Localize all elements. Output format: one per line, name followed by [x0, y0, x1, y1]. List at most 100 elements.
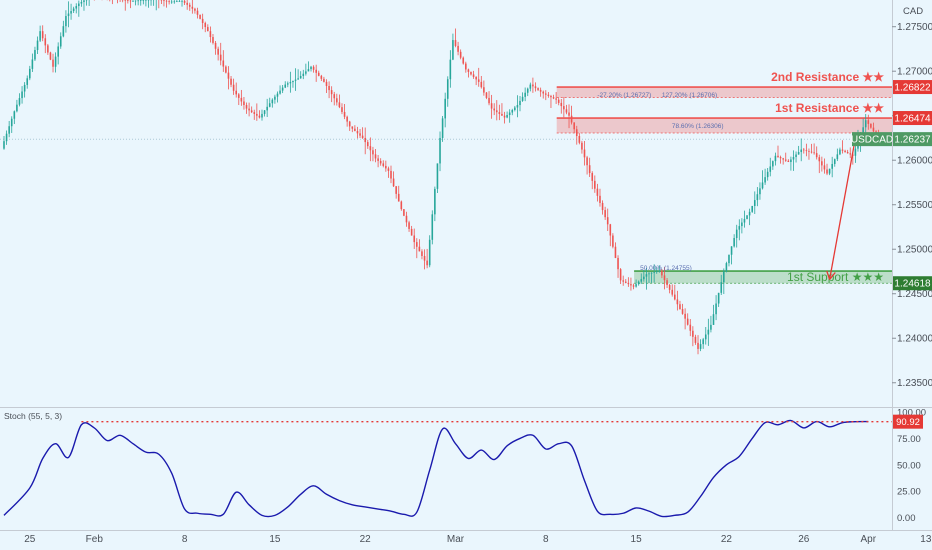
candle-body: [565, 109, 568, 113]
candle-body: [555, 98, 557, 100]
candle-body: [511, 110, 514, 113]
candle-body: [679, 304, 681, 310]
candle-body: [707, 329, 710, 335]
price-tick-label: 1.26000: [897, 156, 932, 167]
candle-body: [245, 105, 248, 109]
candle-body: [674, 294, 676, 300]
candle-body: [508, 112, 511, 116]
fib-label: 127.20% (1.26706): [662, 92, 717, 99]
candle-body: [686, 318, 689, 325]
candle-body: [217, 48, 219, 55]
price-tag-label: 1.26474: [894, 114, 931, 125]
candle-body: [284, 84, 287, 88]
arrow-head: [826, 270, 831, 280]
price-tag-label: 1.24618: [894, 279, 931, 290]
time-label: 22: [360, 534, 372, 545]
candle-body: [279, 90, 281, 94]
price-tag: [893, 80, 932, 95]
candle-body: [483, 87, 485, 93]
candle-body: [606, 217, 609, 225]
candle-body: [253, 112, 256, 114]
candle-body: [720, 282, 723, 293]
candle-body: [8, 126, 10, 134]
candle-body: [488, 97, 490, 104]
candle-body: [307, 69, 310, 72]
stoch-value-tag: [893, 414, 923, 429]
candle-body: [41, 31, 44, 39]
candle-body: [336, 98, 338, 103]
candle-body: [434, 188, 436, 215]
candle-body: [194, 8, 196, 11]
candle-body: [753, 200, 756, 206]
candle-body: [354, 128, 356, 132]
candle-body: [777, 155, 779, 158]
zone-label: 2nd Resistance ★★: [771, 70, 884, 84]
candle-body: [271, 99, 274, 104]
candle-body: [250, 110, 253, 113]
candle-body: [209, 31, 212, 38]
candle-body: [723, 271, 725, 283]
time-axis: 25 Feb 8 15 22 Mar 8 15 22 26 Apr 13:00: [24, 534, 932, 545]
price-tick-label: 1.23500: [897, 378, 932, 389]
candle-body: [315, 69, 317, 73]
candle-body: [170, 1, 173, 3]
candle-body: [227, 72, 230, 79]
candle-body: [568, 112, 570, 116]
candle-body: [748, 211, 751, 216]
candle-body: [199, 14, 201, 19]
candle-body: [145, 0, 147, 1]
candle-body: [751, 205, 753, 212]
candle-body: [493, 108, 495, 111]
candle-body: [828, 168, 831, 174]
candle-body: [39, 31, 41, 41]
candle-body: [532, 84, 534, 87]
candle-body: [650, 272, 653, 274]
candle-body: [439, 137, 441, 164]
candle-body: [818, 157, 821, 162]
candle-body: [738, 226, 741, 230]
candle-body: [441, 118, 444, 138]
candle-body: [498, 112, 501, 114]
candle-body: [3, 141, 5, 149]
candle-body: [578, 136, 581, 143]
candle-body: [643, 276, 645, 280]
candle-body: [328, 85, 330, 91]
candle-body: [204, 22, 207, 28]
candle-body: [614, 246, 617, 258]
candle-body: [387, 168, 390, 171]
candle-body: [372, 150, 374, 155]
candle-body: [57, 46, 59, 57]
candle-body: [676, 299, 679, 305]
candle-body: [292, 80, 294, 83]
candle-body: [21, 91, 23, 99]
candle-body: [263, 110, 266, 114]
candle-body: [514, 107, 516, 111]
fib-label: 50.00% (1.24755): [640, 265, 692, 272]
candlesticks: [3, 0, 880, 355]
zone-band: [556, 87, 892, 98]
candle-body: [733, 238, 735, 247]
candle-body: [516, 105, 519, 108]
candle-body: [503, 115, 506, 118]
candle-body: [849, 153, 852, 155]
candle-body: [594, 180, 596, 189]
candle-body: [839, 149, 841, 155]
candle-body: [550, 95, 552, 98]
candle-body: [366, 142, 369, 147]
time-label: 25: [24, 534, 36, 545]
candle-body: [583, 149, 586, 158]
candle-body: [44, 38, 47, 46]
candle-body: [129, 0, 132, 2]
candle-body: [34, 50, 36, 60]
candle-body: [287, 83, 289, 85]
candle-body: [416, 242, 418, 247]
candle-body: [766, 171, 769, 178]
candle-body: [668, 285, 671, 290]
candle-body: [364, 137, 366, 143]
time-label: 22: [721, 534, 733, 545]
candle-body: [526, 88, 529, 93]
candle-body: [127, 0, 129, 1]
candle-body: [72, 8, 75, 12]
candle-body: [382, 163, 385, 166]
